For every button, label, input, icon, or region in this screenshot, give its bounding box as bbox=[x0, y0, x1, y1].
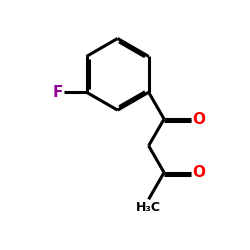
Text: H₃C: H₃C bbox=[136, 202, 161, 214]
Text: O: O bbox=[192, 112, 205, 126]
Text: O: O bbox=[192, 165, 205, 180]
Text: F: F bbox=[53, 85, 63, 100]
